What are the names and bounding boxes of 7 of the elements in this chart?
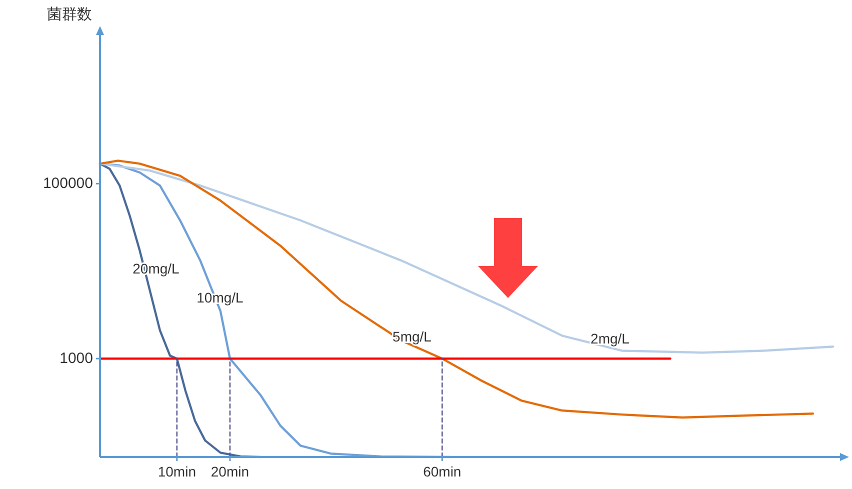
series-label: 2mg/L: [590, 330, 630, 347]
x-tick-label: 10min: [158, 464, 196, 480]
x-tick-label: 60min: [423, 464, 462, 480]
y-axis-title: 菌群数: [47, 6, 92, 23]
y-tick-label: 1000: [60, 350, 93, 368]
y-tick-label: 100000: [42, 175, 93, 192]
x-tick-label: 20min: [210, 464, 250, 480]
